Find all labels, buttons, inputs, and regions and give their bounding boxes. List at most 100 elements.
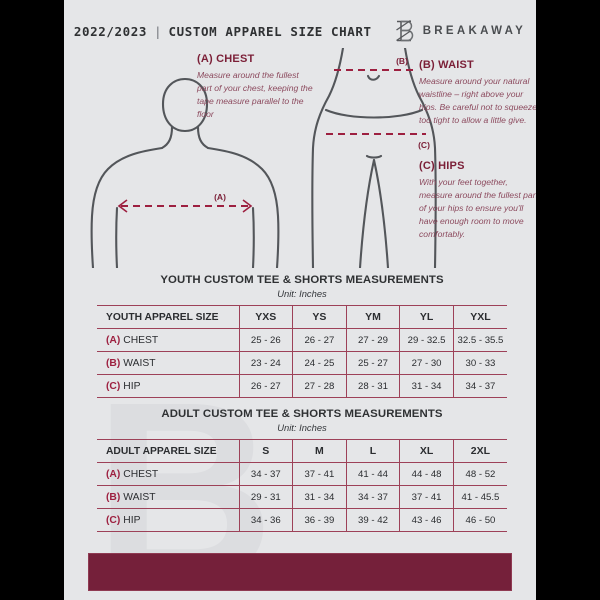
adult-table-unit: Unit: Inches [277,422,327,433]
adult-waist-l: 34 - 37 [345,485,400,509]
adult-row-label-chest: (A) CHEST [97,462,239,486]
table-row: (B) WAIST 23 - 24 24 - 25 25 - 27 27 - 30… [97,351,507,375]
brand-name: BREAKAWAY [422,25,527,37]
adult-chest-2xl: 48 - 52 [452,462,507,486]
adult-chest-l: 41 - 44 [345,462,400,486]
adult-hip-s: 34 - 36 [238,508,293,532]
size-chart-page: B 2022/2023 | CUSTOM APPAREL SIZE CHART … [64,0,536,600]
youth-row-name-chest: CHEST [123,334,159,346]
youth-table-unit: Unit: Inches [277,288,327,299]
adult-row-tag-hip: (C) [106,514,121,526]
table-row: (B) WAIST 29 - 31 31 - 34 34 - 37 37 - 41… [97,485,507,509]
youth-waist-yl: 27 - 30 [399,351,454,375]
youth-chest-ys: 26 - 27 [292,328,347,352]
adult-row-tag-waist: (B) [106,491,121,503]
adult-size-header-m: M [292,439,347,463]
callout-chest-body: Measure around the fullest part of your … [197,70,313,120]
adult-waist-m: 31 - 34 [292,485,347,509]
youth-hip-ym: 28 - 31 [345,374,400,398]
adult-size-table: ADULT APPAREL SIZE S M L XL 2XL (A) CHEST… [97,439,507,532]
brand-lockup: BREAKAWAY [394,19,526,43]
adult-chest-xl: 44 - 48 [399,462,454,486]
youth-chest-yxl: 32.5 - 35.5 [452,328,507,352]
youth-table-title: YOUTH CUSTOM TEE & SHORTS MEASUREMENTS [160,274,444,286]
adult-size-header-2xl: 2XL [452,439,507,463]
callout-waist-title: (B) WAIST [419,59,474,71]
adult-hip-m: 36 - 39 [292,508,347,532]
adult-row-label-waist: (B) WAIST [97,485,239,509]
page-header: 2022/2023 | CUSTOM APPAREL SIZE CHART BR… [64,18,536,44]
youth-size-header-yxl: YXL [452,305,507,329]
adult-chest-m: 37 - 41 [292,462,347,486]
youth-size-header-ys: YS [292,305,347,329]
adult-hip-l: 39 - 42 [345,508,400,532]
header-separator: | [154,23,162,39]
adult-row-tag-chest: (A) [106,468,121,480]
page-title: CUSTOM APPAREL SIZE CHART [168,23,372,39]
adult-size-header-s: S [238,439,293,463]
youth-waist-ys: 24 - 25 [292,351,347,375]
lower-body-silhouette [311,48,437,268]
youth-label-header: YOUTH APPAREL SIZE [97,305,239,329]
youth-row-tag-hip: (C) [106,380,121,392]
youth-row-label-hip: (C) HIP [97,374,239,398]
youth-chest-yl: 29 - 32.5 [399,328,454,352]
hip-marker-label: (C) [418,140,430,150]
adult-waist-xl: 37 - 41 [399,485,454,509]
table-row: (A) CHEST 25 - 26 26 - 27 27 - 29 29 - 32… [97,328,507,352]
table-row: (C) HIP 26 - 27 27 - 28 28 - 31 31 - 34 3… [97,374,507,398]
youth-hip-yxl: 34 - 37 [452,374,507,398]
adult-hip-xl: 43 - 46 [399,508,454,532]
youth-waist-ym: 25 - 27 [345,351,400,375]
adult-table-title: ADULT CUSTOM TEE & SHORTS MEASUREMENTS [161,408,443,420]
adult-chest-s: 34 - 37 [238,462,293,486]
waist-marker-label: (B) [396,56,408,66]
body-diagram-svg: (A) (B) (C) [90,48,437,268]
adult-hip-2xl: 46 - 50 [452,508,507,532]
callout-chest-title: (A) CHEST [197,53,255,65]
youth-chest-yxs: 25 - 26 [238,328,293,352]
table-row: (A) CHEST 34 - 37 37 - 41 41 - 44 44 - 48… [97,462,507,486]
youth-row-label-waist: (B) WAIST [97,351,239,375]
youth-hip-ys: 27 - 28 [292,374,347,398]
adult-size-section: ADULT CUSTOM TEE & SHORTS MEASUREMENTS U… [97,408,507,532]
youth-row-name-waist: WAIST [123,357,156,369]
youth-chest-ym: 27 - 29 [345,328,400,352]
adult-row-label-hip: (C) HIP [97,508,239,532]
adult-size-header-xl: XL [399,439,454,463]
youth-hip-yxs: 26 - 27 [238,374,293,398]
breakaway-b-monogram-icon [395,19,413,42]
footer-band [88,553,512,591]
adult-table-header-row: ADULT APPAREL SIZE S M L XL 2XL [97,439,507,463]
youth-size-header-yxs: YXS [238,305,293,329]
callout-chest: (A) CHEST Measure around the fullest par… [197,53,315,121]
callout-hips: (C) HIPS With your feet together, measur… [419,160,536,241]
adult-row-name-waist: WAIST [123,491,156,503]
adult-waist-s: 29 - 31 [238,485,293,509]
youth-size-header-yl: YL [399,305,454,329]
chest-marker-label: (A) [214,192,226,202]
youth-row-tag-waist: (B) [106,357,121,369]
youth-waist-yxl: 30 - 33 [452,351,507,375]
table-row: (C) HIP 34 - 36 36 - 39 39 - 42 43 - 46 4… [97,508,507,532]
youth-hip-yl: 31 - 34 [399,374,454,398]
youth-size-header-ym: YM [345,305,400,329]
adult-row-name-chest: CHEST [123,468,159,480]
header-season: 2022/2023 [73,23,148,39]
callout-hips-body: With your feet together, measure around … [419,177,536,240]
youth-size-section: YOUTH CUSTOM TEE & SHORTS MEASUREMENTS U… [97,274,507,398]
adult-label-header: ADULT APPAREL SIZE [97,439,239,463]
youth-table-header-row: YOUTH APPAREL SIZE YXS YS YM YL YXL [97,305,507,329]
upper-body-silhouette [90,77,280,268]
chest-measure-line [117,199,253,213]
youth-row-name-hip: HIP [123,380,141,392]
callout-waist-body: Measure around your natural waistline – … [419,76,536,126]
callout-hips-title: (C) HIPS [419,160,465,172]
measurement-diagrams: (A) (B) (C) (A) CHEST Measure around the… [64,48,536,268]
callout-waist: (B) WAIST Measure around your natural wa… [419,59,536,127]
youth-row-label-chest: (A) CHEST [97,328,239,352]
youth-size-table: YOUTH APPAREL SIZE YXS YS YM YL YXL (A) C… [97,305,507,398]
youth-waist-yxs: 23 - 24 [238,351,293,375]
adult-size-header-l: L [345,439,400,463]
adult-waist-2xl: 41 - 45.5 [452,485,507,509]
